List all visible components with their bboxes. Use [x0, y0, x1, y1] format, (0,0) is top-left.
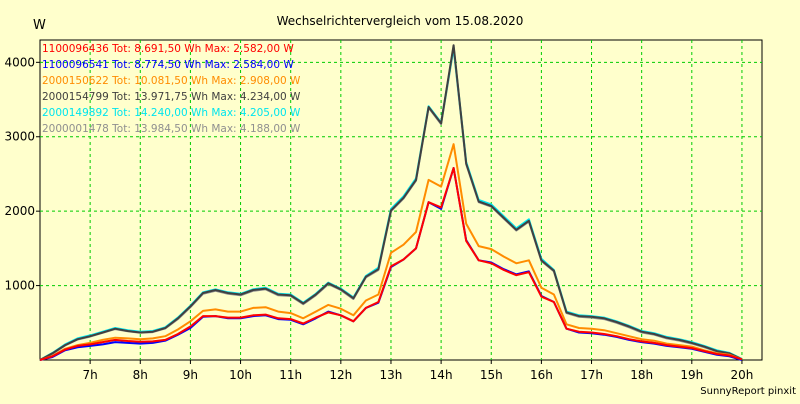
- x-tick-label: 14h: [430, 368, 453, 382]
- x-axis-ticks: 7h 8h 9h 10h 11h 12h 13h 14h 15h 16h 17h 18h 19h 20h: [83, 360, 754, 382]
- x-tick-label: 11h: [279, 368, 302, 382]
- series-lines: [39, 44, 743, 361]
- x-tick-label: 16h: [530, 368, 553, 382]
- x-tick-label: 19h: [680, 368, 703, 382]
- legend-entry: 2000149892 Tot: 14.240,00 Wh Max: 4.205,…: [42, 107, 301, 119]
- x-tick-label: 7h: [83, 368, 98, 382]
- chart-title: Wechselrichtervergleich vom 15.08.2020: [277, 14, 524, 28]
- y-tick-label: 2000: [4, 204, 35, 218]
- y-tick-label: 4000: [4, 55, 35, 69]
- legend-entry: 2000154799 Tot: 13.971,75 Wh Max: 4.234,…: [42, 91, 301, 103]
- legend: 1100096436 Tot: 8.691,50 Wh Max: 2.582,0…: [42, 43, 301, 135]
- y-axis-label: W: [33, 18, 46, 33]
- legend-entry: 2000001478 Tot: 13.984,50 Wh Max: 4.188,…: [42, 123, 301, 135]
- legend-entry: 2000150622 Tot: 10.081,50 Wh Max: 2.908,…: [42, 75, 301, 87]
- y-tick-label: 1000: [4, 279, 35, 293]
- x-tick-label: 15h: [480, 368, 503, 382]
- y-tick-label: 3000: [4, 130, 35, 144]
- x-tick-label: 13h: [380, 368, 403, 382]
- footer-credit: SunnyReport pinxit: [700, 386, 796, 397]
- x-tick-label: 17h: [580, 368, 603, 382]
- x-tick-label: 18h: [630, 368, 653, 382]
- series-line: [39, 44, 743, 361]
- grid-lines: [40, 40, 762, 360]
- legend-entry: 1100096541 Tot: 8.774,50 Wh Max: 2.584,0…: [42, 59, 294, 71]
- series-line: [39, 167, 743, 361]
- x-tick-label: 10h: [229, 368, 252, 382]
- y-axis-ticks: 1000 2000 3000 4000: [4, 55, 40, 293]
- x-tick-label: 9h: [183, 368, 198, 382]
- x-tick-label: 20h: [731, 368, 754, 382]
- series-line: [39, 143, 743, 361]
- x-tick-label: 12h: [329, 368, 352, 382]
- x-tick-label: 8h: [133, 368, 148, 382]
- legend-entry: 1100096436 Tot: 8.691,50 Wh Max: 2.582,0…: [42, 43, 294, 55]
